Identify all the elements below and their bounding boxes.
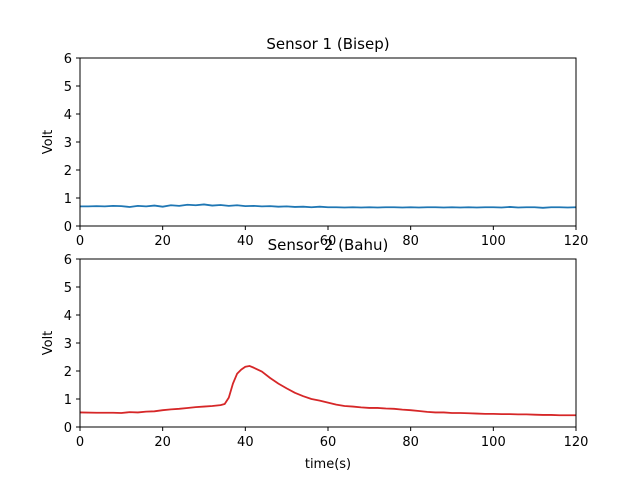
y-tick-label: 1 — [64, 393, 72, 408]
x-tick-label: 40 — [237, 234, 254, 249]
chart-panel-sensor-1: Volt 0 20 40 60 80 100 120 0 1 2 3 4 5 6 Sensor 1 (Bis… — [41, 35, 588, 249]
x-tick-label: 0 — [76, 234, 84, 249]
chart-title: Sensor 2 (Bahu) — [268, 236, 389, 254]
y-tick-label: 2 — [64, 164, 72, 179]
y-axis-label: Volt — [41, 331, 56, 356]
y-tick-label: 2 — [64, 365, 72, 380]
x-tick-label: 60 — [320, 234, 337, 249]
x-tick-label: 80 — [402, 435, 419, 450]
x-axis-label: time(s) — [305, 457, 351, 472]
y-tick-label: 4 — [64, 309, 72, 324]
chart-title: Sensor 1 (Bisep) — [266, 35, 389, 53]
y-tick-label: 5 — [64, 281, 72, 296]
y-tick-label: 6 — [64, 253, 72, 268]
axes-frame — [79, 258, 577, 428]
chart-panel-sensor-2: Volt time(s) 0 20 40 60 80 100 120 0 1 2 3 4 5 6 Senso… — [41, 236, 588, 472]
y-tick-label: 3 — [64, 337, 72, 352]
x-tick-label: 100 — [481, 435, 506, 450]
x-tick-label: 120 — [564, 234, 589, 249]
y-tick-label: 1 — [64, 192, 72, 207]
x-tick-label: 40 — [237, 435, 254, 450]
y-axis-label: Volt — [41, 130, 56, 155]
y-tick-label: 0 — [64, 220, 72, 235]
y-tick-label: 6 — [64, 52, 72, 67]
x-tick-label: 60 — [320, 435, 337, 450]
x-tick-label: 0 — [76, 435, 84, 450]
y-tick-label: 3 — [64, 136, 72, 151]
x-tick-label: 120 — [564, 435, 589, 450]
y-tick-label: 5 — [64, 80, 72, 95]
y-tick-label: 4 — [64, 108, 72, 123]
x-tick-label: 20 — [154, 234, 171, 249]
x-tick-label: 20 — [154, 435, 171, 450]
series-line-0 — [80, 203, 577, 209]
x-tick-label: 100 — [481, 234, 506, 249]
series-line-0 — [79, 365, 576, 417]
axes-frame — [79, 57, 577, 227]
y-tick-label: 0 — [64, 421, 72, 436]
x-tick-label: 80 — [402, 234, 419, 249]
